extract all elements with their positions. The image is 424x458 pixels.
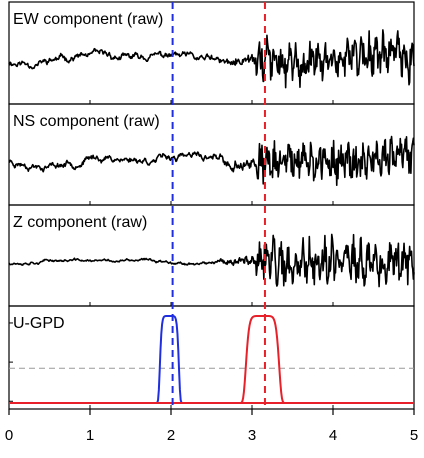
panel-title: EW component (raw) (13, 11, 163, 28)
x-tick-label: 5 (410, 427, 418, 444)
pick-markers (171, 2, 266, 409)
probability-series-0 (9, 315, 414, 404)
panel-3: U-GPD (8, 305, 415, 410)
panel-title: Z component (raw) (13, 214, 147, 231)
x-tick-label: 1 (86, 427, 94, 444)
panel-title: NS component (raw) (13, 113, 160, 130)
x-tick-label: 0 (5, 427, 13, 444)
x-tick-label: 4 (329, 427, 337, 444)
waveform-trace (8, 233, 415, 288)
x-tick-label: 3 (248, 427, 256, 444)
probability-series-1 (9, 315, 414, 404)
panel-0: EW component (raw) (8, 1, 415, 105)
panel-2: Z component (raw) (8, 204, 415, 307)
panel-frame (8, 305, 415, 410)
waveform-trace (8, 29, 415, 89)
x-axis: 0 1 2 3 4 5 (5, 409, 418, 444)
panels: EW component (raw) NS component (raw) Z co… (8, 1, 415, 410)
panel-title: U-GPD (13, 315, 65, 332)
x-tick-label: 2 (167, 427, 175, 444)
waveform-trace (8, 135, 415, 187)
panel-1: NS component (raw) (8, 103, 415, 206)
